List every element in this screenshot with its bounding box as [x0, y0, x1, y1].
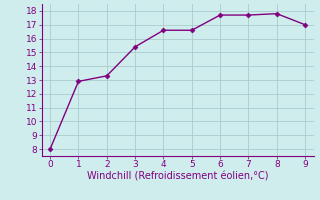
- X-axis label: Windchill (Refroidissement éolien,°C): Windchill (Refroidissement éolien,°C): [87, 172, 268, 182]
